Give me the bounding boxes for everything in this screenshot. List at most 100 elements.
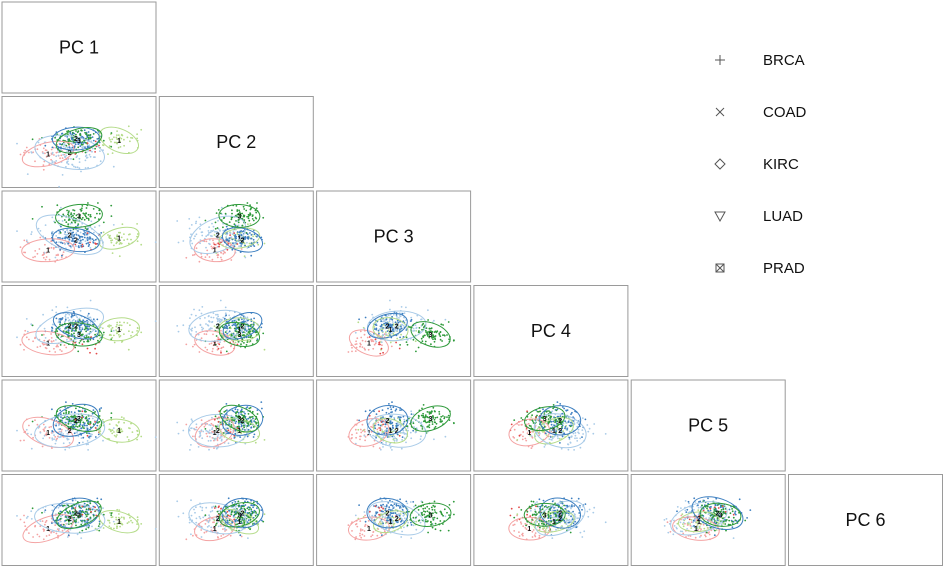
data-point [118,255,121,258]
data-point [54,414,56,417]
data-point [54,524,57,526]
data-point [84,410,86,413]
data-point [96,212,98,215]
data-point [204,256,207,258]
data-point [32,536,34,538]
data-point [85,242,88,245]
data-point [116,321,119,324]
data-point [79,506,81,509]
data-point [204,428,207,430]
data-point [262,520,265,523]
data-point [107,519,109,522]
data-point [233,419,236,422]
data-point [59,504,61,507]
data-point [394,437,397,440]
data-point [81,146,84,149]
data-point [89,215,92,218]
data-point [198,216,201,219]
data-point [30,231,33,233]
data-point [215,313,217,316]
data-point [61,157,64,160]
data-point [209,439,212,442]
data-point [80,523,83,526]
data-point [243,331,245,333]
data-point [208,239,211,241]
data-point [51,326,53,329]
data-point [219,212,222,215]
data-point [207,521,210,524]
data-point [115,136,118,139]
data-point [410,316,413,319]
data-point [81,205,84,207]
data-point [115,242,118,245]
data-point [75,141,78,144]
data-point [82,441,84,444]
data-point [60,206,62,209]
data-point [237,413,240,416]
data-point [75,241,78,244]
data-point [218,245,220,248]
data-point [213,507,216,509]
data-point [84,151,87,154]
data-point [108,334,111,336]
data-point [229,232,232,235]
data-point [28,338,30,341]
data-point [199,317,202,320]
cluster-label: 2 [241,323,245,330]
data-point [355,536,357,538]
cluster-label: 2 [395,323,399,330]
data-point [61,143,63,146]
data-point [68,146,71,149]
data-point [359,529,362,532]
data-point [191,242,194,245]
data-point [98,410,101,412]
data-point [360,336,363,339]
data-point [67,211,70,214]
data-point [249,223,252,225]
cluster-label: 2 [216,428,220,435]
panel-4-1: 112 23 [1,285,157,377]
data-point [89,327,92,330]
data-point [235,412,237,415]
data-point [68,218,71,221]
data-point [220,347,223,350]
data-point [45,256,48,258]
panel-frame [473,379,629,472]
data-point [195,220,198,223]
data-point [550,423,553,426]
data-point [250,334,253,337]
data-point [531,414,533,417]
data-point [112,224,115,226]
data-point [215,212,218,215]
data-point [83,212,85,215]
data-point [581,429,584,431]
data-point [66,338,68,341]
cluster-label: 3 [77,332,81,339]
data-point [44,243,46,246]
data-point [66,147,69,149]
data-point [51,233,53,236]
data-point [238,213,240,216]
data-point [32,256,34,259]
data-point [241,505,244,508]
data-point [424,340,427,343]
data-point [68,319,71,321]
data-point [126,522,129,525]
data-point [89,351,91,354]
data-point [58,436,60,439]
data-point [82,319,85,322]
data-point [51,161,54,164]
data-point [68,416,70,419]
data-point [80,323,83,326]
panel-2-2: PC 2 [158,96,314,188]
data-point [64,155,66,158]
data-point [65,409,68,412]
data-point [65,221,68,224]
data-point [64,243,66,246]
data-point [237,221,240,224]
data-point [84,417,87,420]
data-point [78,139,81,142]
data-point [78,342,81,344]
data-point [374,427,377,430]
cluster-label: 3 [543,416,547,423]
